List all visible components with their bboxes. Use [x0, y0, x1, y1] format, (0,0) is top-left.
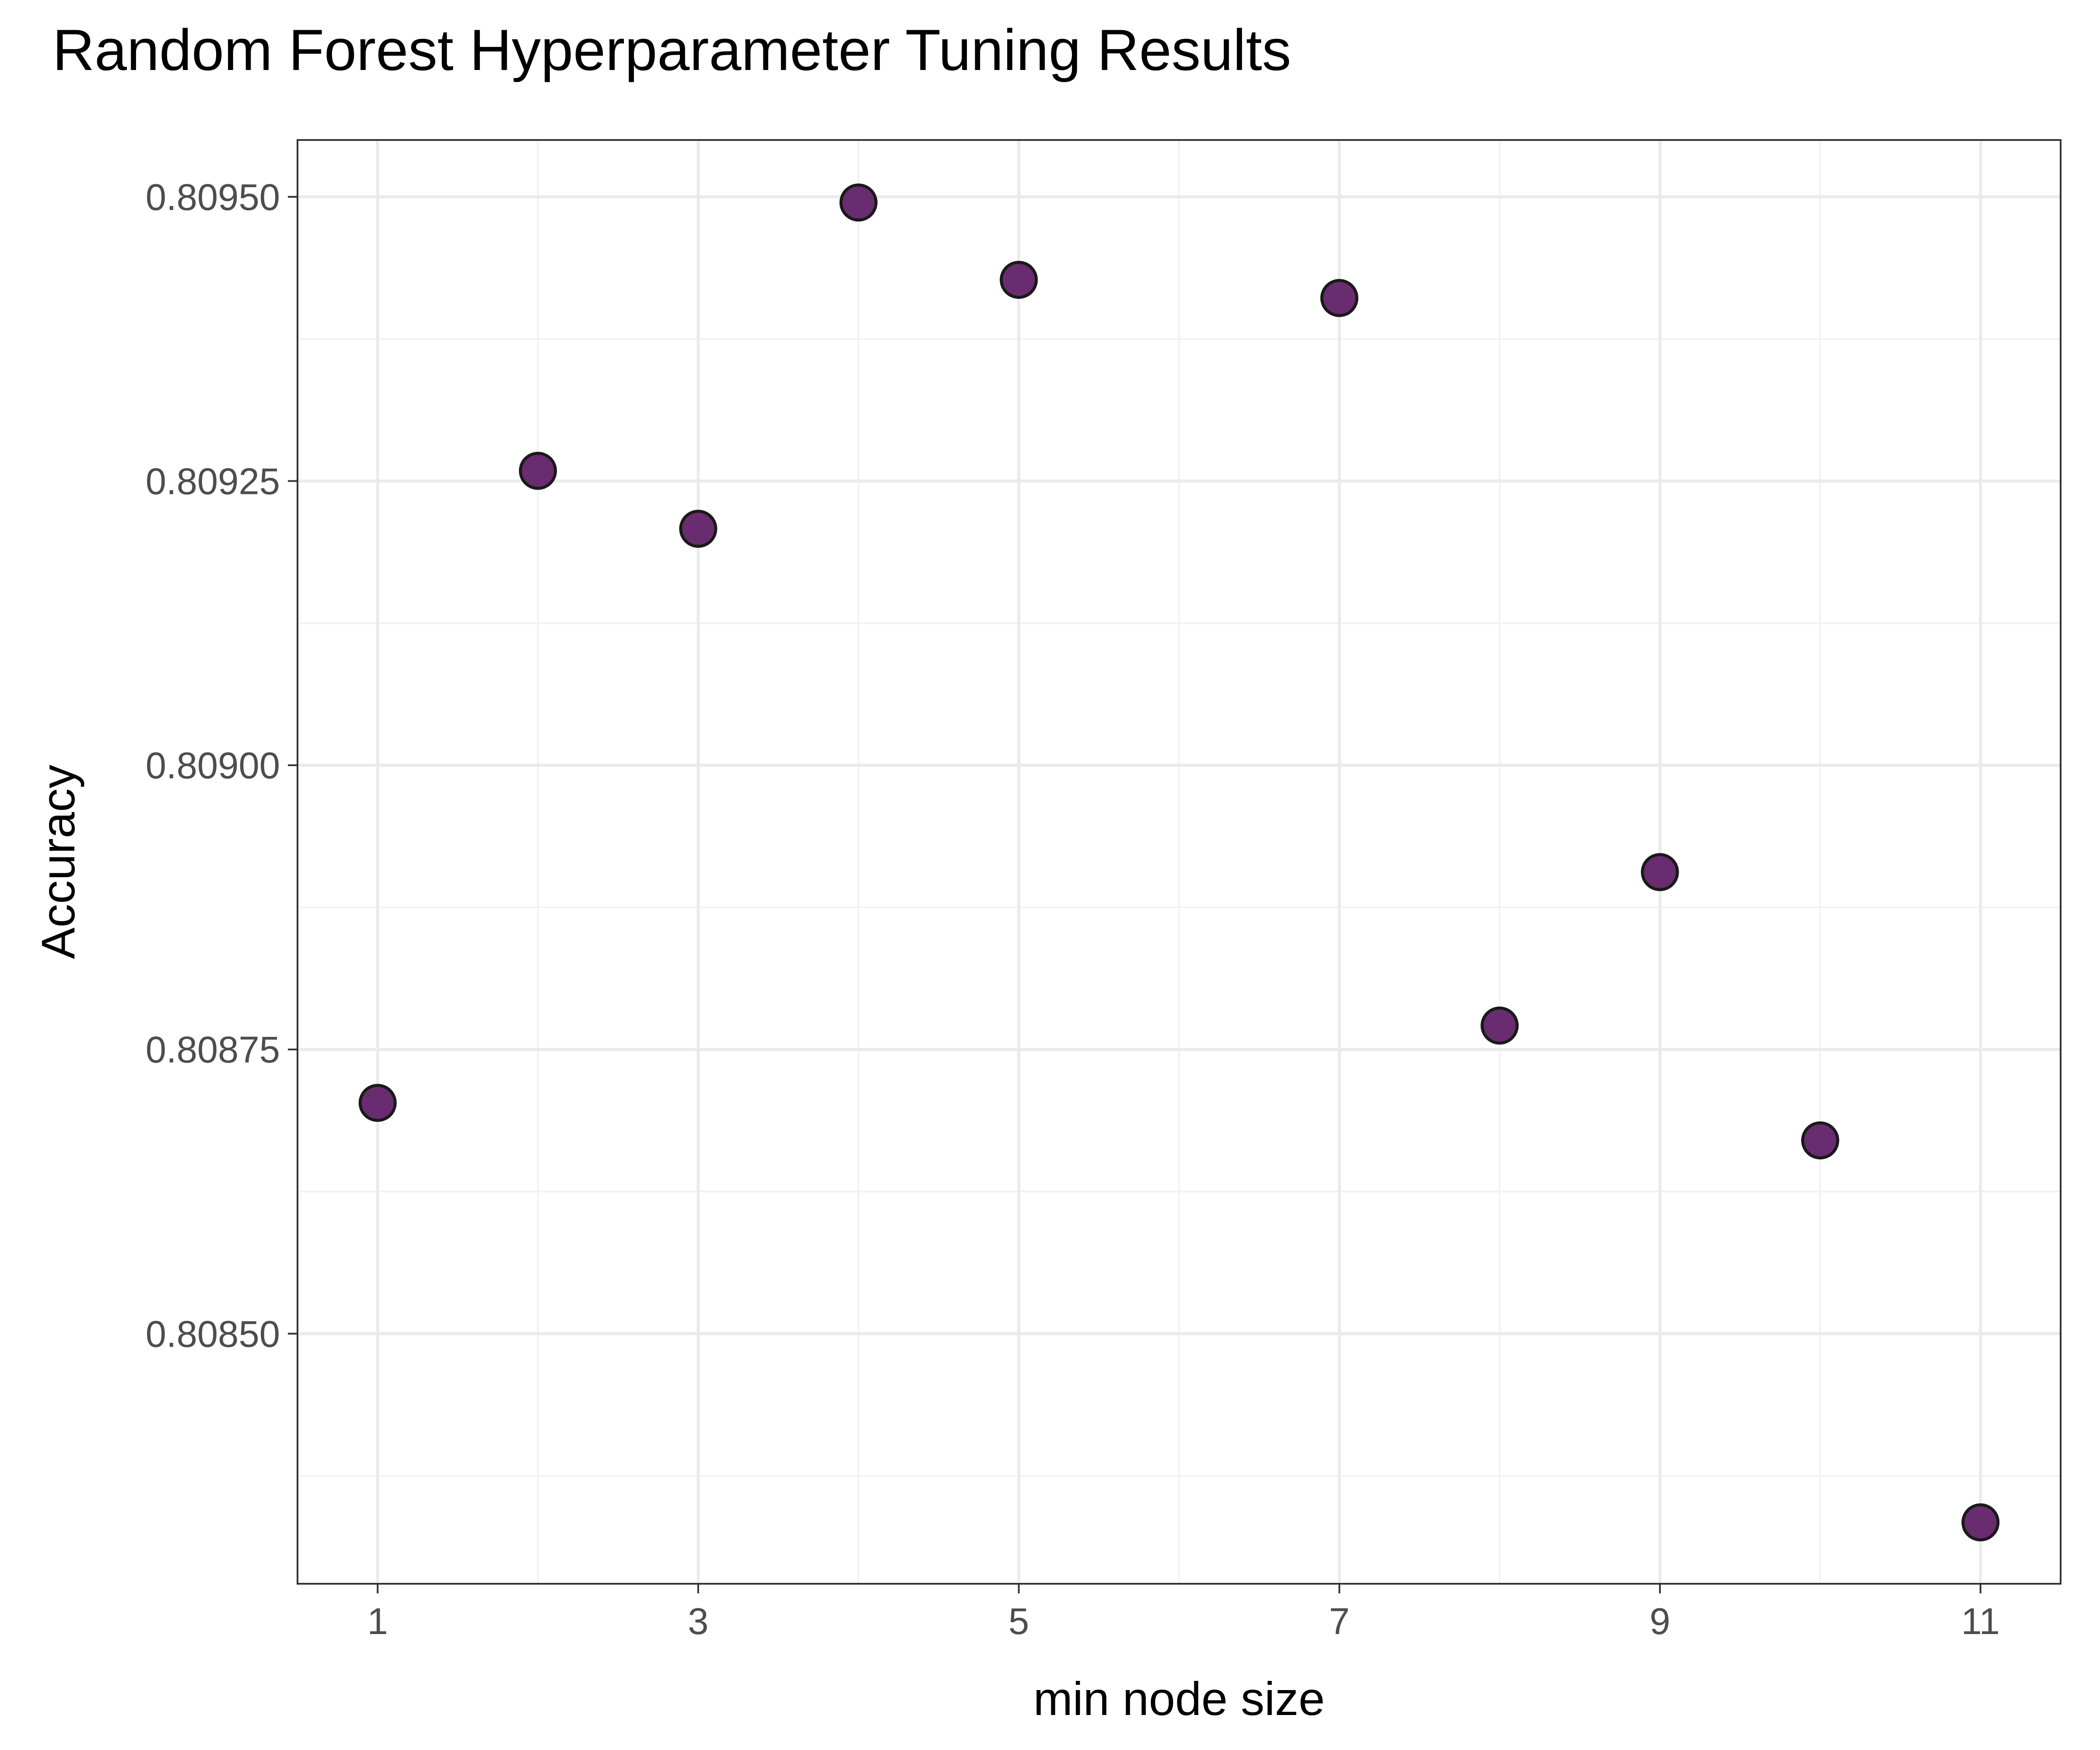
minor-gridlines: [298, 140, 2061, 1584]
panel-border: [297, 139, 2062, 1585]
major-gridlines: [298, 140, 2061, 1584]
data-point: [1641, 853, 1679, 891]
x-tick-label: 7: [1329, 1601, 1350, 1642]
data-point: [1320, 279, 1358, 317]
x-axis: 1 3 5 7 9 11: [368, 1584, 2000, 1642]
data-points: [358, 183, 2000, 1542]
data-point: [519, 452, 557, 490]
x-tick-label: 1: [368, 1601, 388, 1642]
x-tick-label: 11: [1961, 1601, 2000, 1642]
y-axis: 0.80850 0.80875 0.80900 0.80925 0.80950: [146, 177, 298, 1355]
chart-title: Random Forest Hyperparameter Tuning Resu…: [52, 18, 1291, 83]
x-tick-label: 3: [688, 1601, 708, 1642]
y-axis-title: Accuracy: [32, 765, 84, 959]
data-point: [1480, 1006, 1519, 1045]
data-point: [679, 510, 718, 548]
plot-panel: [297, 139, 2062, 1585]
data-point: [839, 183, 878, 222]
y-tick-label: 0.80875: [146, 1029, 280, 1071]
y-tick-label: 0.80925: [146, 461, 280, 503]
data-point: [358, 1084, 397, 1122]
x-tick-label: 5: [1008, 1601, 1029, 1642]
x-axis-title: min node size: [1033, 1672, 1325, 1725]
y-tick-label: 0.80950: [146, 177, 280, 218]
data-point: [1961, 1503, 2000, 1542]
x-tick-label: 9: [1649, 1601, 1670, 1642]
y-tick-label: 0.80850: [146, 1313, 280, 1355]
data-point: [1000, 261, 1038, 299]
data-point: [1801, 1121, 1839, 1160]
y-tick-label: 0.80900: [146, 745, 280, 787]
